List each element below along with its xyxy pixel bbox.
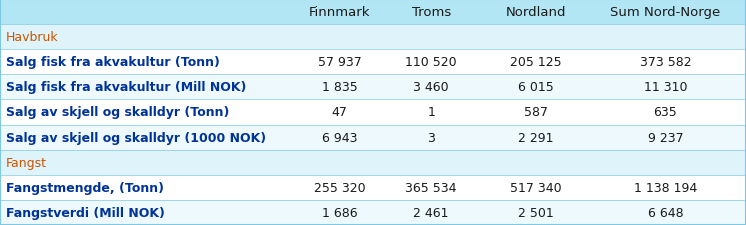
- Text: 587: 587: [524, 106, 548, 119]
- Text: 9 237: 9 237: [648, 131, 683, 144]
- Text: 1: 1: [427, 106, 435, 119]
- Text: 1 686: 1 686: [322, 206, 357, 219]
- Bar: [0, 125, 746, 150]
- Bar: [0, 75, 746, 100]
- Text: 517 340: 517 340: [510, 181, 562, 194]
- Bar: [0, 50, 746, 75]
- Text: 373 582: 373 582: [639, 56, 692, 69]
- Text: Fangstmengde, (Tonn): Fangstmengde, (Tonn): [6, 181, 164, 194]
- Text: Salg fisk fra akvakultur (Tonn): Salg fisk fra akvakultur (Tonn): [6, 56, 220, 69]
- Bar: [0, 150, 746, 175]
- Text: Havbruk: Havbruk: [6, 31, 59, 44]
- Text: 6 943: 6 943: [322, 131, 357, 144]
- Text: 2 501: 2 501: [518, 206, 554, 219]
- Text: Fangstverdi (Mill NOK): Fangstverdi (Mill NOK): [6, 206, 165, 219]
- Bar: [0, 25, 746, 50]
- Bar: [0, 0, 746, 25]
- Text: Troms: Troms: [412, 6, 451, 19]
- Text: Sum Nord-Norge: Sum Nord-Norge: [610, 6, 721, 19]
- Text: 365 534: 365 534: [405, 181, 457, 194]
- Text: Salg av skjell og skalldyr (1000 NOK): Salg av skjell og skalldyr (1000 NOK): [6, 131, 266, 144]
- Text: 2 291: 2 291: [518, 131, 554, 144]
- Text: Salg fisk fra akvakultur (Mill NOK): Salg fisk fra akvakultur (Mill NOK): [6, 81, 246, 94]
- Text: 3: 3: [427, 131, 435, 144]
- Text: Fangst: Fangst: [6, 156, 47, 169]
- Text: Salg av skjell og skalldyr (Tonn): Salg av skjell og skalldyr (Tonn): [6, 106, 229, 119]
- Text: 57 937: 57 937: [318, 56, 361, 69]
- Bar: [0, 100, 746, 125]
- Text: Finnmark: Finnmark: [309, 6, 370, 19]
- Text: 2 461: 2 461: [413, 206, 449, 219]
- Text: 11 310: 11 310: [644, 81, 687, 94]
- Text: 110 520: 110 520: [405, 56, 457, 69]
- Bar: [0, 175, 746, 200]
- Text: 255 320: 255 320: [313, 181, 366, 194]
- Text: 635: 635: [653, 106, 677, 119]
- Text: 3 460: 3 460: [413, 81, 449, 94]
- Text: 47: 47: [331, 106, 348, 119]
- Text: 6 015: 6 015: [518, 81, 554, 94]
- Text: 1 835: 1 835: [322, 81, 357, 94]
- Text: 205 125: 205 125: [510, 56, 562, 69]
- Text: 1 138 194: 1 138 194: [634, 181, 697, 194]
- Text: Nordland: Nordland: [505, 6, 566, 19]
- Bar: [0, 200, 746, 225]
- Text: 6 648: 6 648: [648, 206, 683, 219]
